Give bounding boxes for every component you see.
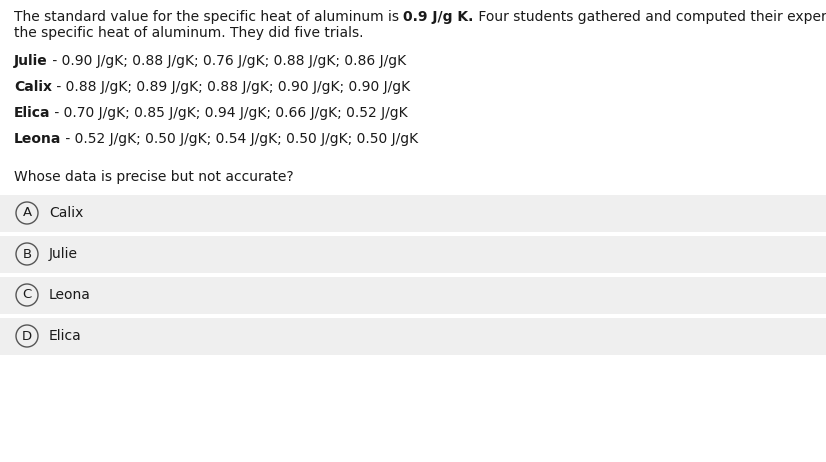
- Text: Elica: Elica: [49, 329, 82, 343]
- FancyBboxPatch shape: [0, 317, 826, 355]
- Text: Elica: Elica: [14, 106, 50, 120]
- Text: - 0.88 J/gK; 0.89 J/gK; 0.88 J/gK; 0.90 J/gK; 0.90 J/gK: - 0.88 J/gK; 0.89 J/gK; 0.88 J/gK; 0.90 …: [52, 80, 411, 94]
- Text: - 0.70 J/gK; 0.85 J/gK; 0.94 J/gK; 0.66 J/gK; 0.52 J/gK: - 0.70 J/gK; 0.85 J/gK; 0.94 J/gK; 0.66 …: [50, 106, 408, 120]
- FancyBboxPatch shape: [0, 194, 826, 232]
- Text: Julie: Julie: [14, 54, 48, 68]
- Text: Four students gathered and computed their experimental data for: Four students gathered and computed thei…: [474, 10, 826, 24]
- Text: B: B: [22, 248, 31, 261]
- Text: Whose data is precise but not accurate?: Whose data is precise but not accurate?: [14, 170, 293, 184]
- FancyBboxPatch shape: [0, 235, 826, 273]
- Text: Calix: Calix: [14, 80, 52, 94]
- Text: - 0.52 J/gK; 0.50 J/gK; 0.54 J/gK; 0.50 J/gK; 0.50 J/gK: - 0.52 J/gK; 0.50 J/gK; 0.54 J/gK; 0.50 …: [61, 132, 419, 146]
- Text: Leona: Leona: [49, 288, 91, 302]
- Text: Leona: Leona: [14, 132, 61, 146]
- Text: 0.9 J/g K.: 0.9 J/g K.: [403, 10, 474, 24]
- Text: Julie: Julie: [49, 247, 78, 261]
- Text: the specific heat of aluminum. They did five trials.: the specific heat of aluminum. They did …: [14, 26, 363, 40]
- Text: The standard value for the specific heat of aluminum is: The standard value for the specific heat…: [14, 10, 403, 24]
- Text: Calix: Calix: [49, 206, 83, 220]
- Text: C: C: [22, 288, 31, 302]
- Text: D: D: [22, 329, 32, 342]
- FancyBboxPatch shape: [0, 276, 826, 314]
- Text: - 0.90 J/gK; 0.88 J/gK; 0.76 J/gK; 0.88 J/gK; 0.86 J/gK: - 0.90 J/gK; 0.88 J/gK; 0.76 J/gK; 0.88 …: [48, 54, 406, 68]
- Text: A: A: [22, 207, 31, 219]
